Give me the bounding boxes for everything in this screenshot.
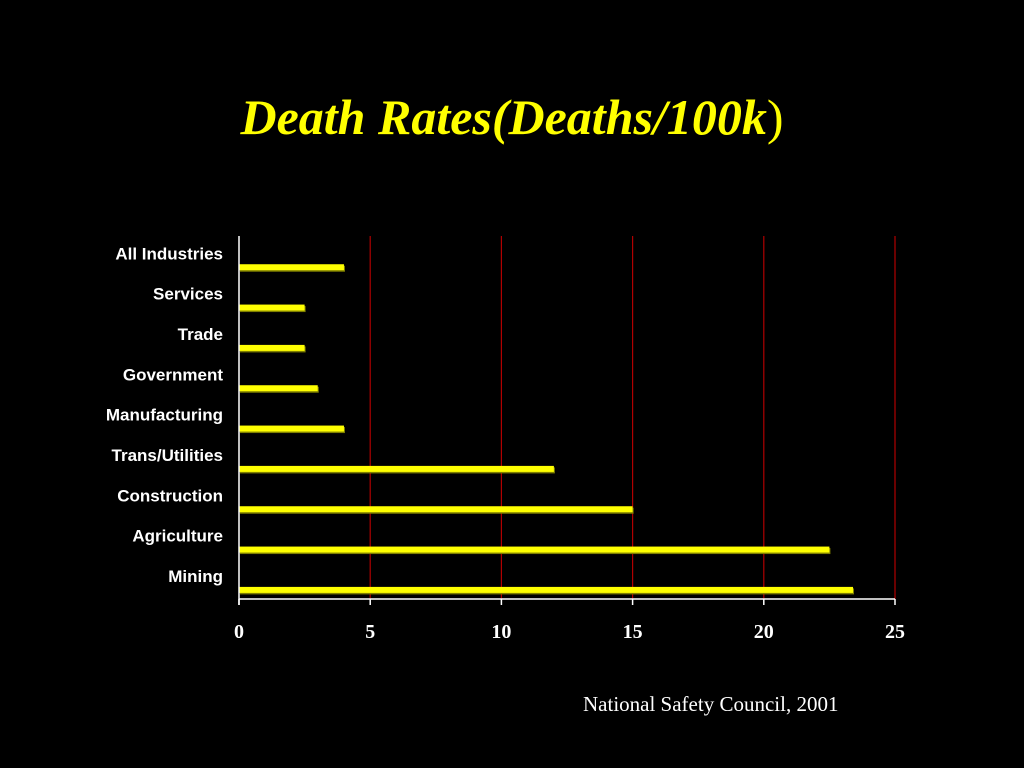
category-label-mining: Mining: [168, 567, 223, 586]
x-tick-label-10: 10: [491, 621, 511, 643]
bars: [239, 264, 855, 595]
category-label-agriculture: Agriculture: [132, 527, 223, 546]
bar-agriculture: [239, 546, 830, 553]
bar-trans-utilities: [239, 465, 554, 472]
category-label-manufacturing: Manufacturing: [106, 406, 223, 425]
axes: [238, 236, 896, 605]
bar-construction: [239, 506, 633, 513]
bar-manufacturing: [239, 425, 344, 432]
bar-mining: [239, 586, 854, 593]
slide-title-main: Death Rates(Deaths/100k: [240, 89, 767, 145]
x-tick-label-15: 15: [623, 621, 643, 643]
x-tick-label-0: 0: [234, 621, 244, 643]
bar-government: [239, 385, 318, 392]
category-label-trans-utilities: Trans/Utilities: [112, 446, 223, 465]
x-tick-label-20: 20: [754, 621, 774, 643]
category-label-construction: Construction: [117, 486, 223, 505]
x-tick-label-5: 5: [365, 621, 375, 643]
bar-trade: [239, 344, 305, 351]
bar-services: [239, 304, 305, 311]
category-label-government: Government: [123, 365, 223, 384]
category-label-all-industries: All Industries: [115, 244, 223, 263]
category-label-services: Services: [153, 285, 223, 304]
category-label-trade: Trade: [178, 325, 223, 344]
source-citation: National Safety Council, 2001: [583, 692, 839, 716]
slide-title-close: ): [766, 89, 784, 145]
gridlines: [369, 236, 896, 599]
labels: All Industries Services Trade Government Man…: [106, 244, 905, 643]
x-tick-label-25: 25: [885, 621, 905, 643]
slide-title: Death Rates(Deaths/100k): [0, 88, 1024, 146]
bar-all-industries: [239, 264, 344, 271]
